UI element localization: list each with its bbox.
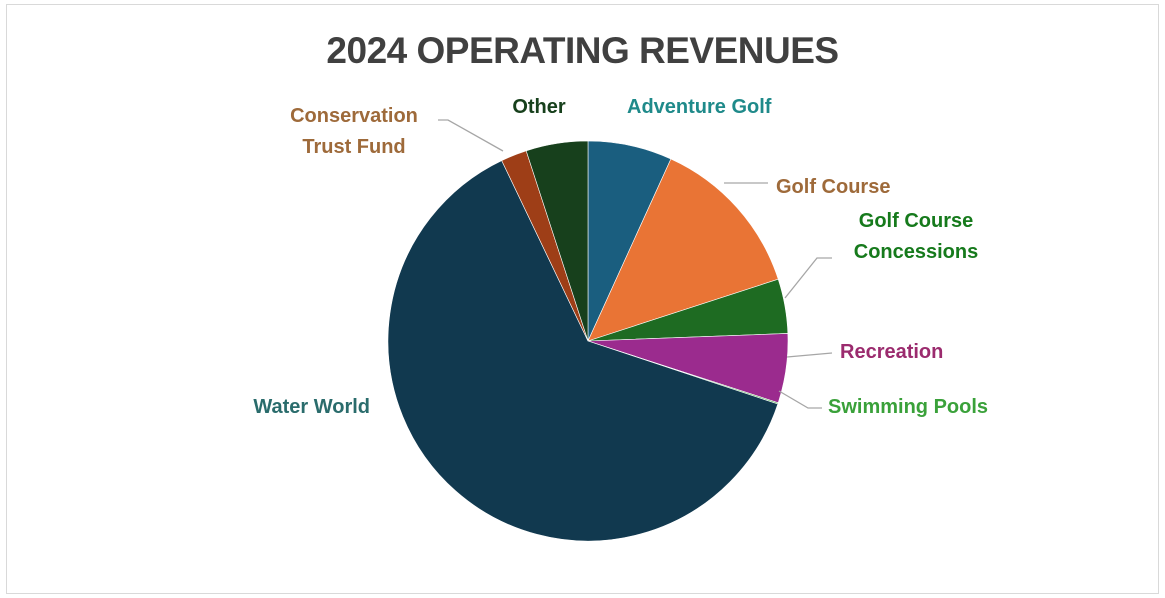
slice-label-conservation-trust-fund: Conservation Trust Fund bbox=[290, 105, 418, 158]
pie-slice-water-world bbox=[387, 160, 779, 542]
leader-line-swimming-pools bbox=[778, 390, 822, 409]
slice-label-other: Other bbox=[512, 96, 566, 118]
slice-label-swimming-pools: Swimming Pools bbox=[828, 396, 988, 418]
pie-slice-other bbox=[525, 140, 589, 342]
leader-line-recreation bbox=[786, 352, 833, 358]
leader-line-conservation-trust-fund bbox=[438, 119, 504, 152]
leader-lines bbox=[438, 119, 833, 409]
pie-slices bbox=[387, 140, 789, 542]
chart-title: 2024 OPERATING REVENUES bbox=[326, 30, 839, 71]
slice-label-adventure-golf: Adventure Golf bbox=[627, 96, 772, 118]
slice-labels: Adventure Golf Golf Course Golf Course Conc… bbox=[253, 96, 988, 418]
slice-label-water-world: Water World bbox=[253, 396, 370, 418]
pie-slice-golf-course bbox=[587, 158, 779, 342]
slice-label-golf-course-concessions: Golf Course Concessions bbox=[854, 210, 978, 263]
slice-label-recreation: Recreation bbox=[840, 341, 943, 363]
slice-label-golf-course: Golf Course bbox=[776, 176, 890, 198]
leader-line-golf-course-concessions bbox=[784, 257, 832, 299]
